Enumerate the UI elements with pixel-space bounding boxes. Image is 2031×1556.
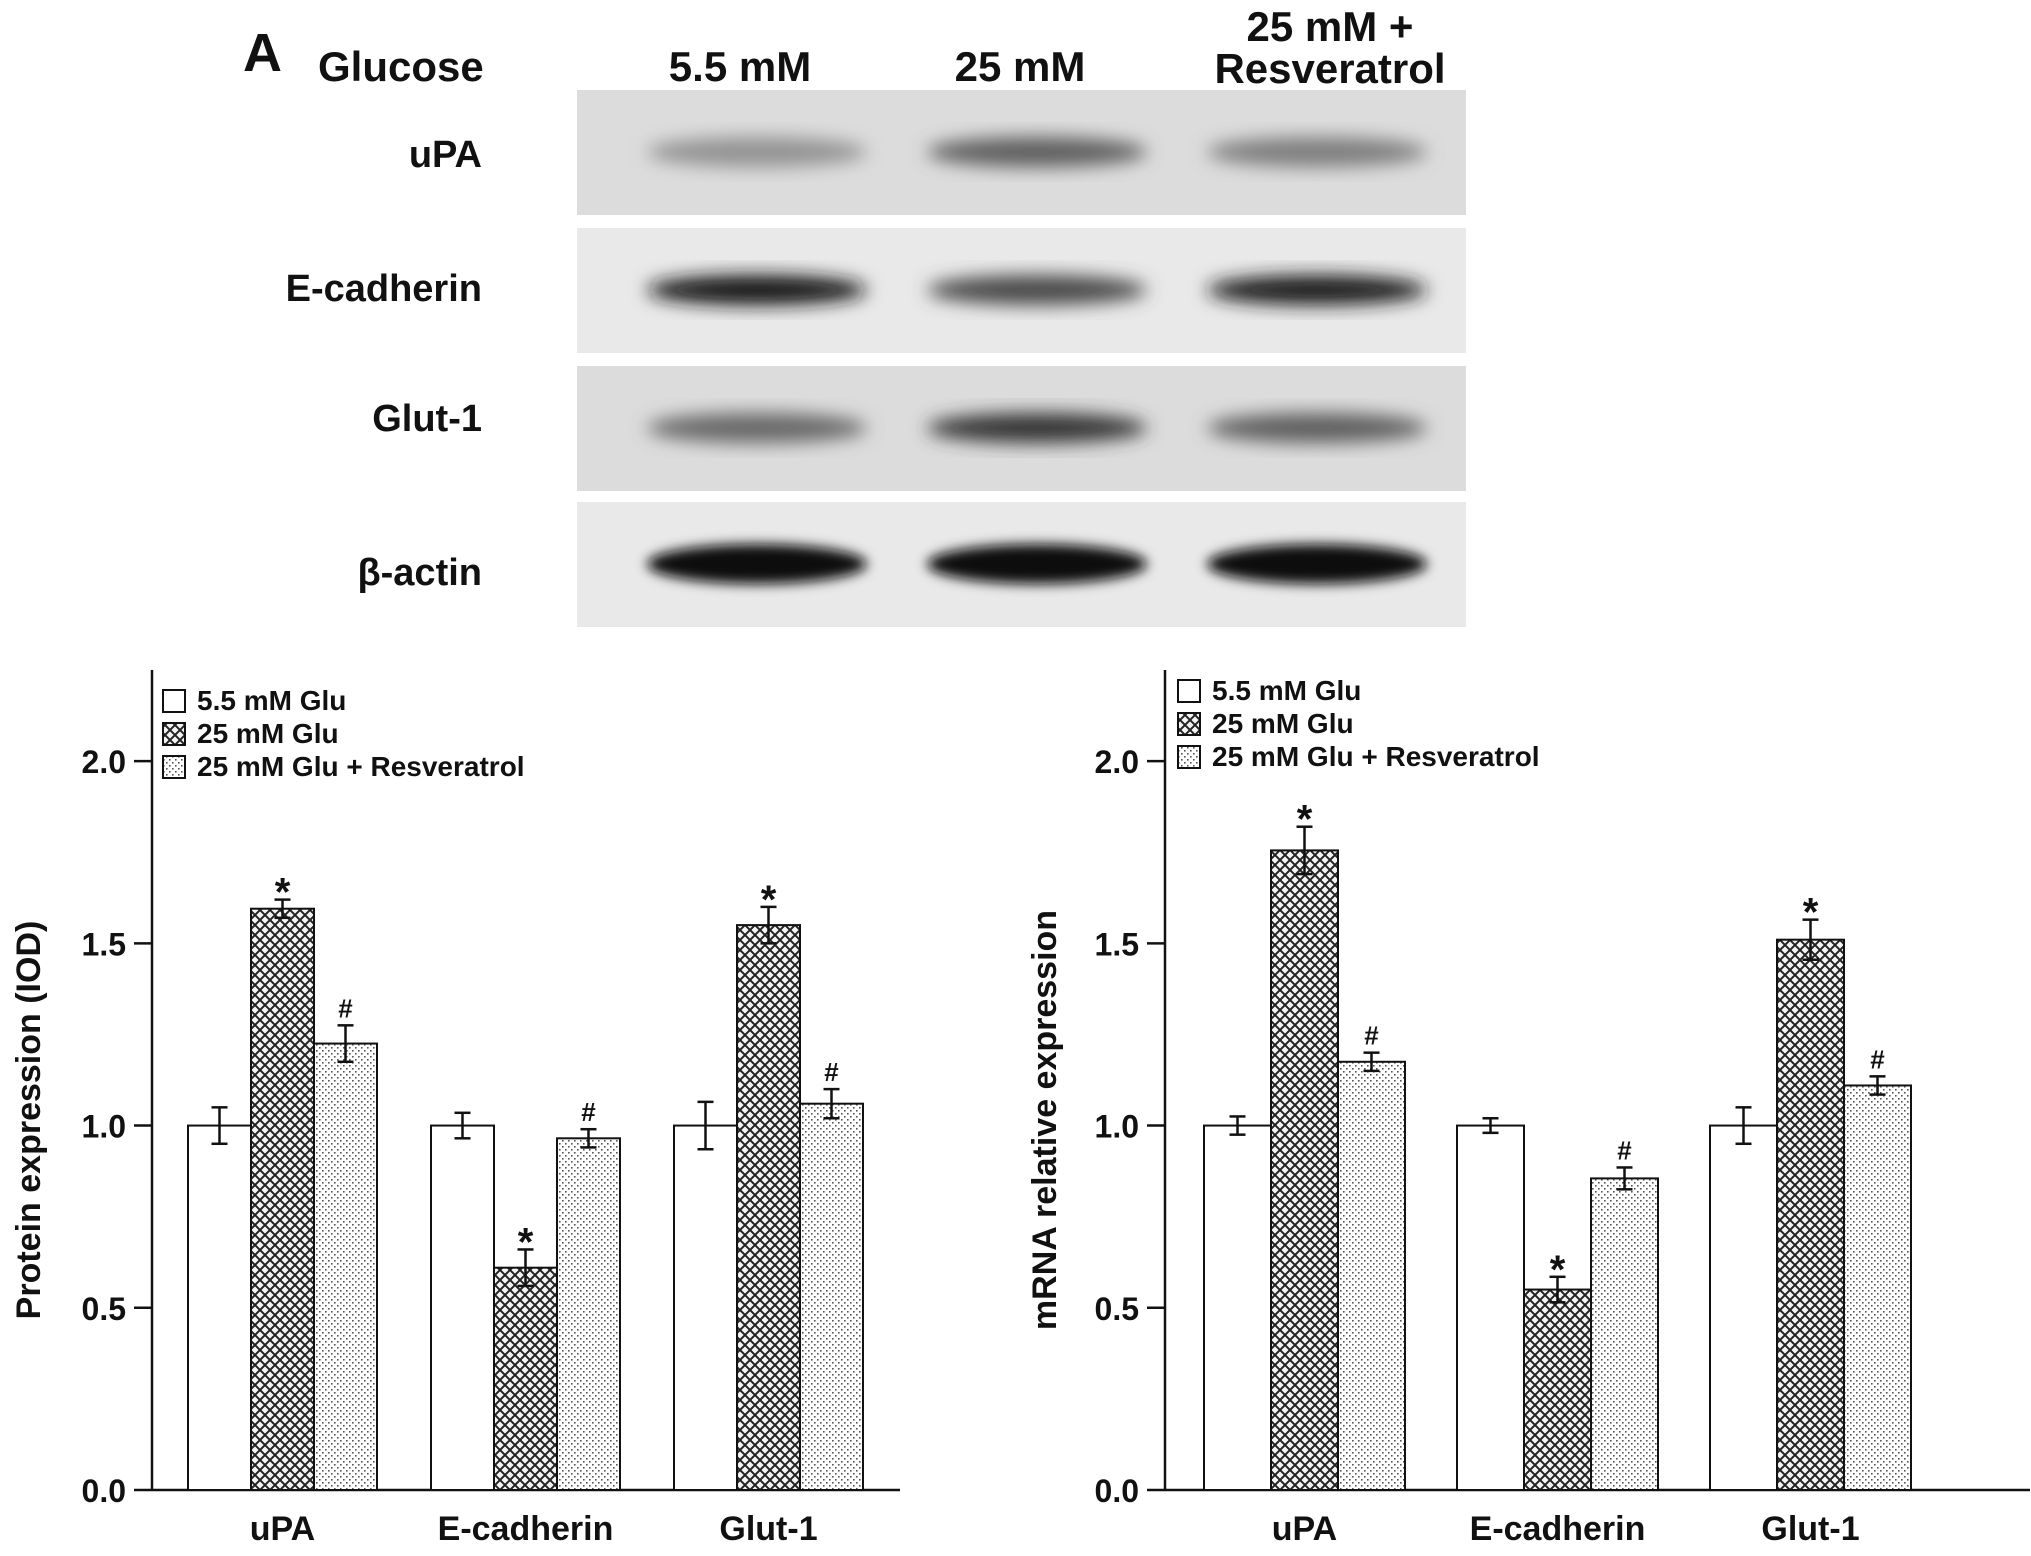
bar-uPA-0 xyxy=(1203,1124,1272,1491)
x-tick-label: uPA xyxy=(250,1510,315,1548)
band-E-cadherin-lane-3 xyxy=(1207,275,1427,305)
lane-header-1: 5.5 mM xyxy=(640,46,840,88)
legend-entry: 25 mM Glu xyxy=(1212,708,1354,739)
y-axis-label: Protein expression (IOD) xyxy=(10,921,48,1320)
y-tick-label: 2.0 xyxy=(82,744,126,780)
lane-header-3-line2: Resveratrol xyxy=(1214,45,1446,92)
legend-swatch xyxy=(162,689,186,713)
bar-Glut-1-0 xyxy=(673,1124,738,1491)
significance-star: * xyxy=(1550,1248,1566,1292)
lane-header-3: 25 mM + Resveratrol xyxy=(1180,6,1480,90)
y-tick-label: 2.0 xyxy=(1095,744,1139,780)
bar-Glut-1-2 xyxy=(799,1102,864,1491)
lane-header-3-line1: 25 mM + xyxy=(1246,3,1414,50)
band-Glut-1-lane-3 xyxy=(1207,413,1427,443)
bar-E-cadherin-0 xyxy=(430,1124,495,1491)
y-tick-label: 1.5 xyxy=(82,926,126,962)
blot-label-bactin: β-actin xyxy=(357,552,482,594)
lane-header-1-text: 5.5 mM xyxy=(668,43,812,90)
blot-label-ecadherin: E-cadherin xyxy=(285,268,482,310)
y-tick-label: 0.5 xyxy=(1095,1291,1139,1327)
bar-uPA-0 xyxy=(187,1124,252,1491)
blot-strip-bactin xyxy=(577,502,1466,627)
blot-strip-ecadherin xyxy=(577,228,1466,353)
bar-uPA-1 xyxy=(1270,849,1339,1491)
significance-star: * xyxy=(275,871,291,915)
band-E-cadherin-lane-1 xyxy=(647,275,867,305)
band-uPA-lane-2 xyxy=(927,137,1147,167)
x-tick-label: Glut-1 xyxy=(719,1510,817,1548)
y-tick-label: 1.0 xyxy=(82,1109,126,1145)
legend-swatch xyxy=(1177,712,1201,736)
bar-uPA-2 xyxy=(1337,1060,1406,1491)
blot-label-glut1: Glut-1 xyxy=(372,398,482,440)
bar-Glut-1-2 xyxy=(1843,1084,1912,1491)
legend-entry: 5.5 mM Glu xyxy=(1212,675,1361,706)
legend-swatch xyxy=(162,722,186,746)
band-uPA-lane-3 xyxy=(1207,137,1427,167)
significance-hash: # xyxy=(1617,1135,1632,1165)
legend-swatch xyxy=(162,755,186,779)
band-β-actin-lane-3 xyxy=(1207,544,1427,584)
protein-expression-chart: 0.0 0.5 1.0 1.5 2.0 Protein expression (IOD) *… xyxy=(10,670,900,1548)
bar-uPA-1 xyxy=(250,907,315,1491)
significance-star: * xyxy=(518,1220,534,1264)
significance-star: * xyxy=(761,878,777,922)
significance-hash: # xyxy=(824,1057,839,1087)
band-Glut-1-lane-2 xyxy=(927,413,1147,443)
significance-star: * xyxy=(1297,798,1313,842)
bar-Glut-1-0 xyxy=(1709,1124,1778,1491)
band-β-actin-lane-1 xyxy=(647,544,867,584)
panel-label-a: A xyxy=(243,23,282,83)
significance-hash: # xyxy=(338,993,353,1023)
y-tick-label: 1.0 xyxy=(1095,1109,1139,1145)
bar-Glut-1-1 xyxy=(1776,938,1845,1491)
legend-entry: 25 mM Glu xyxy=(197,718,339,749)
bar-E-cadherin-0 xyxy=(1456,1124,1525,1491)
y-tick-label: 1.5 xyxy=(1095,926,1139,962)
x-tick-label: Glut-1 xyxy=(1761,1510,1859,1548)
y-tick-label: 0.0 xyxy=(1095,1473,1139,1509)
legend-entry: 5.5 mM Glu xyxy=(197,685,346,716)
bar-E-cadherin-1 xyxy=(1523,1288,1592,1491)
significance-hash: # xyxy=(581,1097,596,1127)
significance-star: * xyxy=(1803,891,1819,935)
blot-label-upa: uPA xyxy=(408,134,482,176)
bar-uPA-2 xyxy=(313,1042,378,1491)
legend-swatch xyxy=(1177,679,1201,703)
bar-Glut-1-1 xyxy=(736,924,801,1492)
lane-header-2-text: 25 mM xyxy=(954,43,1086,90)
legend-entry: 25 mM Glu + Resveratrol xyxy=(197,751,525,782)
band-E-cadherin-lane-2 xyxy=(927,275,1147,305)
significance-hash: # xyxy=(1870,1044,1885,1074)
x-tick-label: E-cadherin xyxy=(438,1510,614,1548)
y-tick-label: 0.5 xyxy=(82,1291,126,1327)
significance-hash: # xyxy=(1364,1021,1379,1051)
glucose-header: Glucose xyxy=(318,43,484,90)
bar-E-cadherin-2 xyxy=(556,1137,621,1491)
legend-entry: 25 mM Glu + Resveratrol xyxy=(1212,741,1540,772)
y-tick-label: 0.0 xyxy=(82,1473,126,1509)
band-uPA-lane-1 xyxy=(647,137,867,167)
x-tick-label: uPA xyxy=(1272,1510,1337,1548)
blot-strip-glut1 xyxy=(577,366,1466,491)
lane-header-2: 25 mM xyxy=(920,46,1120,88)
blot-strip-upa xyxy=(577,90,1466,215)
legend-swatch xyxy=(1177,745,1201,769)
bar-E-cadherin-2 xyxy=(1590,1177,1659,1492)
bar-E-cadherin-1 xyxy=(493,1266,558,1492)
band-Glut-1-lane-1 xyxy=(647,413,867,443)
band-β-actin-lane-2 xyxy=(927,544,1147,584)
mrna-expression-chart: 0.0 0.5 1.0 1.5 2.0 mRNA relative expression *… xyxy=(1026,670,2030,1548)
x-tick-label: E-cadherin xyxy=(1470,1510,1646,1548)
y-axis-label: mRNA relative expression xyxy=(1026,910,1064,1330)
